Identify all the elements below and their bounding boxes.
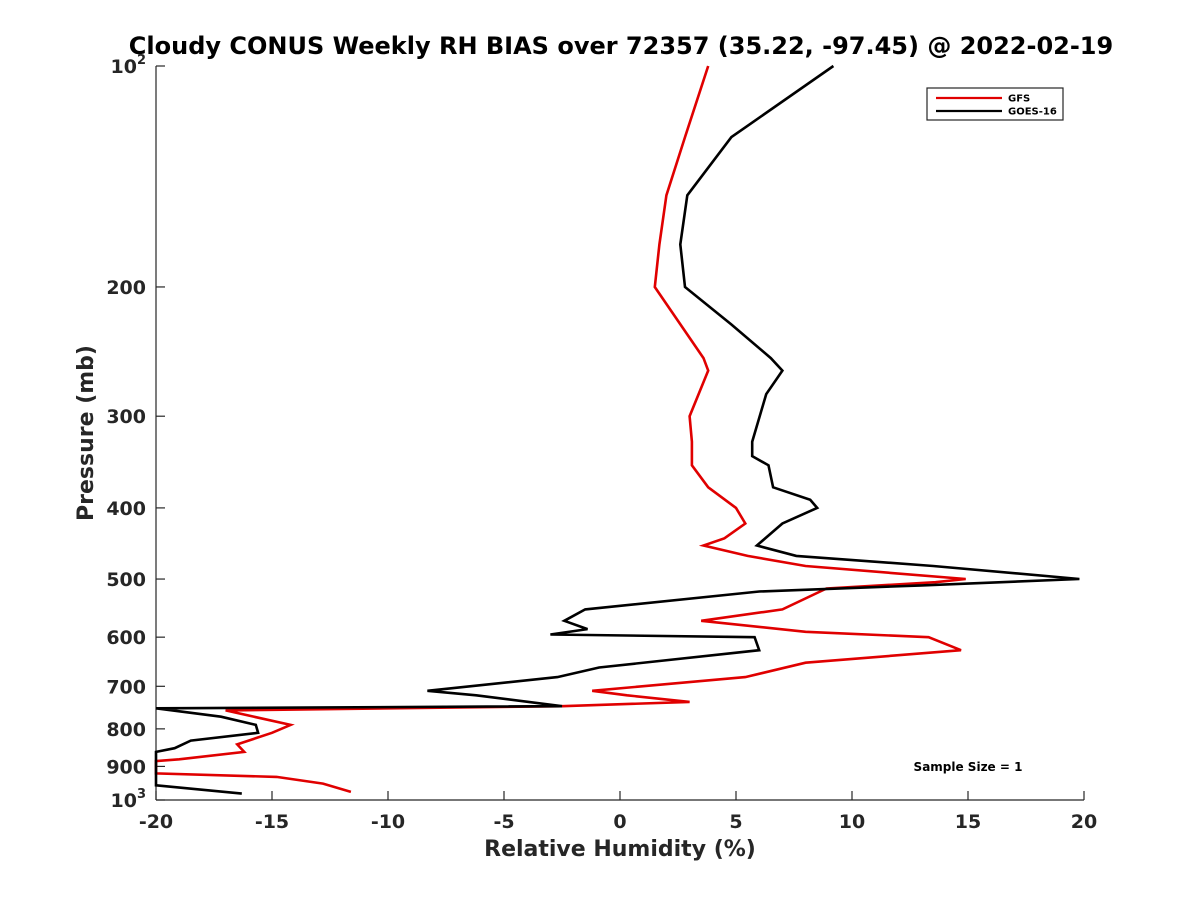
legend-label-gfs: GFS [1008, 94, 1030, 105]
series-line-gfs [154, 65, 966, 794]
y-tick-label: 700 [106, 676, 146, 698]
x-tick-label: 0 [613, 811, 626, 833]
x-tick-label: -10 [371, 811, 405, 833]
y-tick-label: 900 [106, 756, 146, 778]
y-tick-label: 500 [106, 569, 146, 591]
chart-title: Cloudy CONUS Weekly RH BIAS over 72357 (… [129, 32, 1113, 60]
y-axis-label: Pressure (mb) [74, 345, 99, 521]
y-tick-label: 800 [106, 719, 146, 741]
x-axis-ticks: -20 -15 -10 -5 0 5 10 15 20 [139, 791, 1097, 833]
y-tick-label: 400 [106, 498, 146, 520]
x-tick-label: 10 [839, 811, 865, 833]
x-tick-label: 5 [729, 811, 742, 833]
y-tick-label: 200 [106, 277, 146, 299]
x-tick-label: -20 [139, 811, 173, 833]
x-tick-label: 20 [1071, 811, 1097, 833]
legend-box [926, 87, 1064, 121]
x-axis-label: Relative Humidity (%) [484, 837, 756, 862]
y-tick-label: 600 [106, 627, 146, 649]
x-tick-label: -5 [493, 811, 514, 833]
sample-size-annotation: Sample Size = 1 [914, 760, 1023, 774]
series-line-goes16 [154, 64, 1080, 795]
x-tick-label: -15 [255, 811, 289, 833]
legend-label-goes16: GOES-16 [1008, 107, 1057, 118]
y-tick-label: 300 [106, 406, 146, 428]
series-layer [154, 64, 1080, 795]
x-tick-label: 15 [955, 811, 981, 833]
legend: GFS GOES-16 [926, 87, 1064, 121]
